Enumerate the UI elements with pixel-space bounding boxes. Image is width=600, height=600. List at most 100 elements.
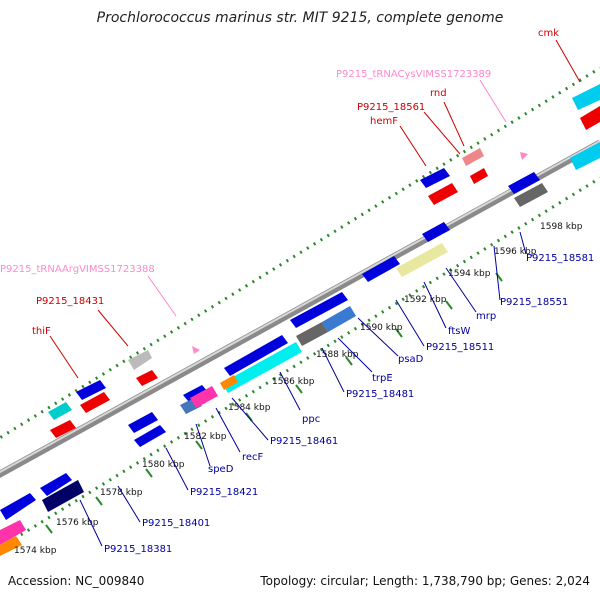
gene-label-reverse[interactable]: thiF <box>32 326 51 337</box>
gene-label-reverse[interactable]: cmk <box>538 28 559 39</box>
tick-mark <box>45 524 53 534</box>
gene-label-trna[interactable]: P9215_tRNAArgVIMSS1723388 <box>0 264 155 275</box>
tick-label: 1578 kbp <box>100 488 143 498</box>
tick-label: 1596 kbp <box>494 247 537 257</box>
leader-line <box>555 39 581 83</box>
tick-label: 1582 kbp <box>184 432 227 442</box>
forward-cds[interactable] <box>422 222 450 242</box>
forward-cds[interactable] <box>508 172 540 194</box>
gene-label-reverse[interactable]: hemF <box>370 116 398 127</box>
leader-line <box>195 423 211 467</box>
leader-line <box>423 281 447 329</box>
tick-label: 1598 kbp <box>540 222 583 232</box>
forward-cds[interactable] <box>296 322 328 346</box>
leader-line <box>321 347 345 393</box>
reverse-cds[interactable] <box>580 106 600 130</box>
forward-cds[interactable] <box>0 520 26 545</box>
tick-mark <box>395 328 403 338</box>
forward-cds[interactable] <box>362 256 400 282</box>
gene-label-forward[interactable]: recF <box>242 452 264 463</box>
leader-line <box>117 485 141 523</box>
gene-label-reverse[interactable]: P9215_18431 <box>36 296 104 307</box>
forward-cds[interactable] <box>40 473 72 496</box>
gene-label-forward[interactable]: trpE <box>372 373 393 384</box>
reverse-cds[interactable] <box>462 148 484 166</box>
leader-line <box>97 309 129 347</box>
tick-label: 1576 kbp <box>56 518 99 528</box>
forward-cds[interactable] <box>190 386 218 408</box>
forward-cds[interactable] <box>514 183 548 207</box>
reverse-cds[interactable] <box>572 84 600 110</box>
forward-features[interactable] <box>0 142 600 556</box>
trna-marker[interactable] <box>192 346 200 354</box>
tick-label: 1592 kbp <box>404 295 447 305</box>
gene-label-forward[interactable]: P9215_18461 <box>270 436 338 447</box>
leader-line <box>493 245 501 301</box>
outer-dotted-guide <box>0 66 600 440</box>
forward-cds[interactable] <box>290 292 348 328</box>
leader-line <box>519 231 527 255</box>
forward-cds[interactable] <box>134 425 166 447</box>
trna-marker[interactable] <box>520 152 528 160</box>
gene-label-forward[interactable]: ppc <box>302 414 320 425</box>
reverse-cds[interactable] <box>470 168 488 184</box>
forward-cds[interactable] <box>322 306 356 332</box>
reverse-cds[interactable] <box>128 350 152 370</box>
genome-backbone-highlight <box>0 140 600 474</box>
trna-leaders <box>147 79 507 317</box>
leader-line <box>357 317 399 357</box>
gene-label-forward[interactable]: P9215_18511 <box>426 342 494 353</box>
reverse-cds[interactable] <box>136 370 158 386</box>
gene-label-forward[interactable]: psaD <box>398 354 424 365</box>
forward-cds[interactable] <box>396 243 448 277</box>
gene-label-forward[interactable]: P9215_18401 <box>142 518 210 529</box>
leader-line <box>49 335 79 379</box>
tick-label: 1580 kbp <box>142 460 185 470</box>
gene-label-forward[interactable]: ftsW <box>448 326 470 337</box>
reverse-cds[interactable] <box>76 380 106 400</box>
forward-cds[interactable] <box>42 480 84 512</box>
reverse-features[interactable] <box>48 84 600 438</box>
forward-cds[interactable] <box>222 342 302 393</box>
leader-line <box>231 397 269 441</box>
gene-label-forward[interactable]: mrp <box>476 311 496 322</box>
gene-label-forward[interactable]: P9215_18551 <box>500 297 568 308</box>
tick-marks <box>45 272 503 534</box>
forward-cds[interactable] <box>128 412 158 433</box>
tick-mark <box>145 468 153 478</box>
leader-line <box>279 371 301 411</box>
forward-cds[interactable] <box>570 142 600 170</box>
forward-cds[interactable] <box>220 375 238 390</box>
gene-label-trna[interactable]: P9215_tRNACysVIMSS1723389 <box>336 69 491 80</box>
tick-mark <box>295 384 303 394</box>
forward-cds[interactable] <box>0 536 22 556</box>
gene-label-forward[interactable]: speD <box>208 464 234 475</box>
reverse-cds[interactable] <box>48 402 72 420</box>
tick-label: 1588 kbp <box>316 350 359 360</box>
reverse-cds[interactable] <box>50 420 76 438</box>
accession-label: Accession: NC_009840 <box>8 574 145 588</box>
map-title: Prochlorococcus marinus str. MIT 9215, c… <box>96 10 504 26</box>
gene-label-forward[interactable]: P9215_18421 <box>190 487 258 498</box>
reverse-leaders <box>49 39 581 379</box>
gene-label-reverse[interactable]: P9215_18561 <box>357 102 425 113</box>
leader-line <box>423 111 461 155</box>
leader-line <box>479 79 507 123</box>
tick-label: 1584 kbp <box>228 403 271 413</box>
reverse-cds[interactable] <box>428 183 458 205</box>
leader-line <box>337 337 373 373</box>
tick-mark <box>345 356 353 366</box>
leader-line <box>165 447 189 491</box>
reverse-cds[interactable] <box>80 392 110 413</box>
forward-cds[interactable] <box>183 385 208 402</box>
leader-line <box>395 299 425 347</box>
forward-cds[interactable] <box>224 335 288 376</box>
reverse-cds[interactable] <box>420 168 450 188</box>
forward-cds[interactable] <box>0 493 36 520</box>
leader-line <box>399 125 427 167</box>
gene-label-forward[interactable]: P9215_18481 <box>346 389 414 400</box>
gene-label-reverse[interactable]: rnd <box>430 88 447 99</box>
gene-label-forward[interactable]: P9215_18381 <box>104 544 172 555</box>
gene-label-forward[interactable]: P9215_18581 <box>526 253 594 264</box>
